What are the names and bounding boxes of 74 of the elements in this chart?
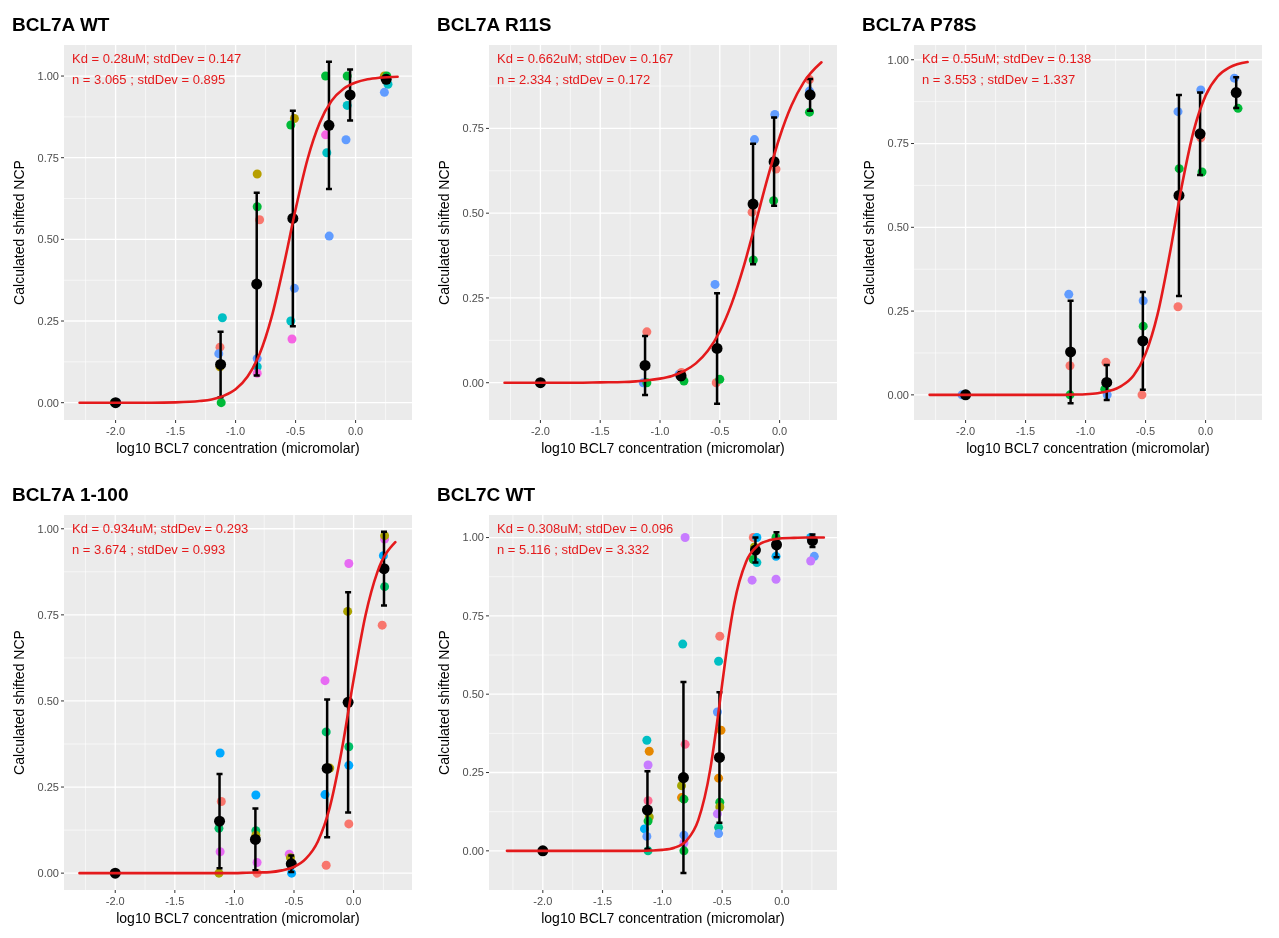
y-axis-title: Calculated shifted NCP	[11, 630, 27, 775]
y-tick-label: 0.25	[462, 291, 484, 304]
annotation: Kd = 0.934uM; stdDev = 0.293	[72, 521, 249, 536]
x-axis-title: log10 BCL7 concentration (micromolar)	[541, 440, 785, 456]
x-tick-label: 0.0	[774, 895, 790, 907]
x-tick-label: -0.5	[284, 895, 304, 907]
y-tick-label: 0.00	[462, 844, 484, 857]
y-tick-label: 0.00	[887, 388, 909, 401]
y-tick-label: 0.75	[462, 122, 484, 135]
annotation: n = 2.334 ; stdDev = 0.172	[497, 72, 651, 87]
y-tick-label: 0.50	[37, 694, 59, 707]
y-axis-title: Calculated shifted NCP	[861, 160, 877, 305]
y-tick-label: 0.00	[462, 376, 484, 389]
y-tick-label: 1.00	[37, 69, 59, 82]
y-tick-label: 0.75	[462, 609, 484, 622]
annotation: n = 3.553 ; stdDev = 1.337	[922, 72, 1076, 87]
y-tick-label: 0.25	[37, 314, 59, 327]
x-tick-label: -0.5	[710, 425, 730, 437]
x-tick-label: -2.0	[106, 425, 126, 437]
chart-title: BCL7A 1-100	[12, 484, 129, 505]
x-tick-label: -1.0	[1076, 425, 1096, 437]
x-tick-label: -2.0	[533, 895, 553, 907]
x-tick-label: -2.0	[530, 425, 550, 437]
annotation: Kd = 0.55uM; stdDev = 0.138	[922, 51, 1092, 66]
x-tick-label: 0.0	[1197, 425, 1214, 437]
x-tick-label: -1.5	[593, 895, 613, 907]
x-tick-label: -1.5	[166, 425, 186, 437]
y-tick-label: 0.00	[37, 866, 59, 879]
x-tick-label: -1.5	[1016, 425, 1036, 437]
annotation: Kd = 0.662uM; stdDev = 0.167	[497, 51, 674, 66]
y-tick-label: 0.25	[37, 780, 59, 793]
x-tick-label: -1.0	[652, 895, 672, 907]
y-tick-label: 1.00	[462, 531, 484, 544]
x-tick-label: 0.0	[771, 425, 788, 437]
x-axis-title: log10 BCL7 concentration (micromolar)	[966, 440, 1210, 456]
annotation: n = 3.674 ; stdDev = 0.993	[72, 542, 226, 557]
x-tick-label: -1.5	[590, 425, 610, 437]
chart-title: BCL7A WT	[12, 14, 110, 35]
y-tick-label: 0.50	[37, 233, 59, 246]
y-tick-label: 0.75	[37, 151, 59, 164]
y-tick-label: 1.00	[37, 522, 59, 535]
x-tick-label: 0.0	[347, 425, 364, 437]
x-tick-label: -1.5	[165, 895, 185, 907]
chart-title: BCL7A P78S	[862, 14, 977, 35]
x-tick-label: -2.0	[105, 895, 125, 907]
x-tick-label: -0.5	[1136, 425, 1156, 437]
y-tick-label: 1.00	[887, 53, 909, 66]
x-tick-label: -2.0	[956, 425, 976, 437]
y-tick-label: 0.25	[887, 304, 909, 317]
annotation: Kd = 0.308uM; stdDev = 0.096	[497, 521, 674, 536]
y-axis-title: Calculated shifted NCP	[436, 160, 452, 305]
y-tick-label: 0.75	[887, 137, 909, 150]
y-tick-label: 0.00	[37, 396, 59, 409]
x-tick-label: 0.0	[345, 895, 362, 907]
x-tick-label: -0.5	[286, 425, 306, 437]
y-tick-label: 0.25	[462, 766, 484, 779]
x-axis-title: log10 BCL7 concentration (micromolar)	[541, 910, 785, 926]
y-axis-title: Calculated shifted NCP	[11, 160, 27, 305]
y-tick-label: 0.75	[37, 608, 59, 621]
chart-title: BCL7C WT	[437, 484, 536, 505]
y-tick-label: 0.50	[887, 221, 909, 234]
y-tick-label: 0.50	[462, 688, 484, 701]
x-tick-label: -0.5	[712, 895, 732, 907]
annotation: n = 5.116 ; stdDev = 3.332	[497, 542, 650, 557]
x-tick-label: -1.0	[224, 895, 244, 907]
x-axis-title: log10 BCL7 concentration (micromolar)	[116, 440, 360, 456]
chart-title: BCL7A R11S	[437, 14, 552, 35]
x-tick-label: -1.0	[226, 425, 246, 437]
y-tick-label: 0.50	[462, 207, 484, 220]
x-axis-title: log10 BCL7 concentration (micromolar)	[116, 910, 360, 926]
x-tick-label: -1.0	[650, 425, 670, 437]
annotation: Kd = 0.28uM; stdDev = 0.147	[72, 51, 242, 66]
annotation: n = 3.065 ; stdDev = 0.895	[72, 72, 226, 87]
y-axis-title: Calculated shifted NCP	[436, 630, 452, 775]
